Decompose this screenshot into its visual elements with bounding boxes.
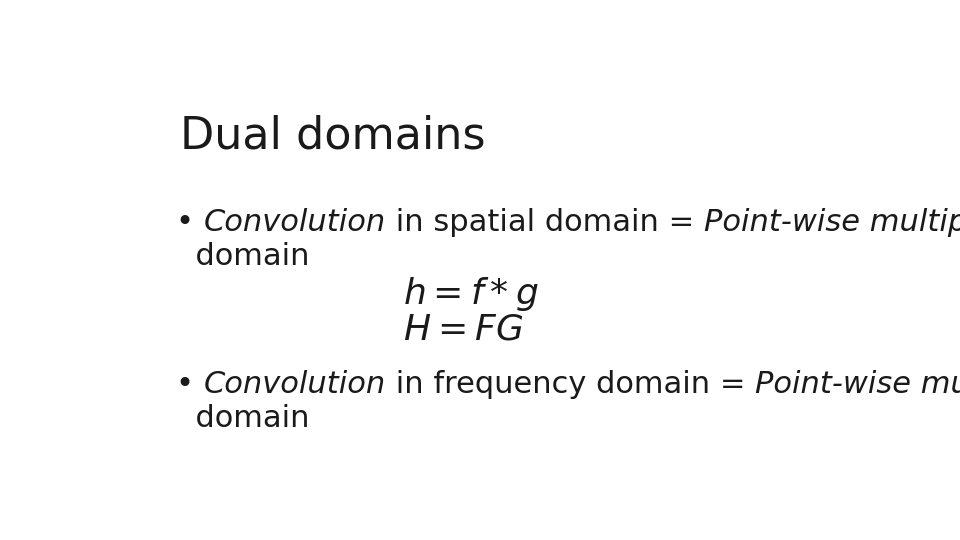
Text: $h = f * g$: $h = f * g$ <box>403 275 539 313</box>
Text: in spatial domain =: in spatial domain = <box>386 208 704 237</box>
Text: domain: domain <box>176 404 309 433</box>
Text: Point-wise multiplication: Point-wise multiplication <box>756 370 960 400</box>
Text: •: • <box>176 208 204 237</box>
Text: in frequency domain =: in frequency domain = <box>386 370 756 400</box>
Text: Dual domains: Dual domains <box>180 114 485 158</box>
Text: •: • <box>176 370 204 400</box>
Text: Convolution: Convolution <box>204 208 386 237</box>
Text: domain: domain <box>176 241 309 271</box>
Text: Convolution: Convolution <box>204 370 386 400</box>
Text: Point-wise multiplication: Point-wise multiplication <box>704 208 960 237</box>
Text: $H = FG$: $H = FG$ <box>403 312 523 346</box>
